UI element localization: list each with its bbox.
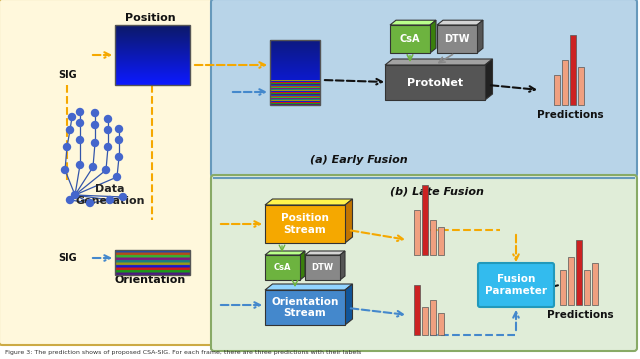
Polygon shape bbox=[300, 251, 305, 280]
Circle shape bbox=[61, 167, 68, 173]
Circle shape bbox=[77, 120, 83, 126]
Circle shape bbox=[77, 162, 83, 168]
Polygon shape bbox=[437, 25, 477, 53]
Bar bbox=[562, 60, 568, 105]
Polygon shape bbox=[265, 251, 305, 255]
Bar bbox=[560, 270, 566, 305]
Text: Predictions: Predictions bbox=[537, 110, 604, 120]
Polygon shape bbox=[390, 20, 436, 25]
Circle shape bbox=[92, 140, 99, 146]
Circle shape bbox=[104, 116, 111, 122]
Text: Data
Generation: Data Generation bbox=[76, 184, 145, 206]
Bar bbox=[570, 35, 576, 105]
Polygon shape bbox=[265, 255, 300, 280]
Text: CsA: CsA bbox=[400, 34, 420, 44]
Circle shape bbox=[92, 121, 99, 129]
Bar bbox=[576, 240, 582, 305]
Polygon shape bbox=[477, 20, 483, 53]
Circle shape bbox=[86, 200, 93, 206]
Text: CsA: CsA bbox=[274, 263, 291, 272]
Circle shape bbox=[106, 196, 113, 204]
Circle shape bbox=[77, 136, 83, 144]
Polygon shape bbox=[485, 59, 493, 100]
Circle shape bbox=[102, 167, 109, 173]
Circle shape bbox=[68, 113, 76, 121]
Circle shape bbox=[92, 109, 99, 117]
Circle shape bbox=[67, 196, 74, 204]
Polygon shape bbox=[305, 251, 345, 255]
Polygon shape bbox=[265, 284, 353, 290]
Bar bbox=[584, 270, 590, 305]
Polygon shape bbox=[345, 199, 353, 243]
FancyBboxPatch shape bbox=[211, 175, 637, 351]
Bar bbox=[578, 67, 584, 105]
Bar bbox=[115, 250, 190, 275]
Bar bbox=[568, 257, 574, 305]
Text: SIG: SIG bbox=[59, 70, 77, 80]
Polygon shape bbox=[305, 255, 340, 280]
Polygon shape bbox=[345, 284, 353, 325]
Text: Position: Position bbox=[125, 13, 175, 23]
Text: Fusion
Parameter: Fusion Parameter bbox=[485, 274, 547, 296]
Text: DTW: DTW bbox=[312, 263, 333, 272]
Circle shape bbox=[77, 108, 83, 116]
Circle shape bbox=[72, 191, 79, 199]
FancyBboxPatch shape bbox=[211, 0, 637, 177]
Polygon shape bbox=[390, 25, 430, 53]
Circle shape bbox=[115, 126, 122, 132]
Circle shape bbox=[120, 194, 127, 200]
Bar bbox=[270, 40, 320, 105]
Polygon shape bbox=[437, 20, 483, 25]
Circle shape bbox=[113, 173, 120, 181]
Bar bbox=[414, 285, 420, 335]
Bar bbox=[592, 263, 598, 305]
Text: (a) Early Fusion: (a) Early Fusion bbox=[310, 155, 408, 165]
Circle shape bbox=[63, 144, 70, 150]
Circle shape bbox=[67, 126, 74, 134]
Bar bbox=[438, 313, 444, 335]
Bar bbox=[414, 210, 420, 255]
Circle shape bbox=[90, 163, 97, 171]
Polygon shape bbox=[265, 205, 345, 243]
Bar bbox=[430, 220, 436, 255]
Polygon shape bbox=[430, 20, 436, 53]
Polygon shape bbox=[265, 290, 345, 325]
Text: Orientation
Stream: Orientation Stream bbox=[271, 297, 339, 318]
Text: SIG: SIG bbox=[59, 253, 77, 263]
Text: ProtoNet: ProtoNet bbox=[407, 78, 463, 88]
Circle shape bbox=[115, 136, 122, 144]
Bar bbox=[554, 75, 560, 105]
Polygon shape bbox=[385, 65, 485, 100]
Text: (b) Late Fusion: (b) Late Fusion bbox=[390, 187, 484, 197]
Circle shape bbox=[115, 154, 122, 160]
Bar bbox=[438, 227, 444, 255]
Polygon shape bbox=[265, 199, 353, 205]
Bar bbox=[430, 300, 436, 335]
Text: Predictions: Predictions bbox=[547, 310, 613, 320]
Bar bbox=[115, 25, 190, 85]
Polygon shape bbox=[340, 251, 345, 280]
Bar bbox=[422, 185, 428, 255]
Polygon shape bbox=[385, 59, 493, 65]
Text: Position
Stream: Position Stream bbox=[281, 213, 329, 235]
Text: Orientation: Orientation bbox=[115, 275, 186, 285]
Circle shape bbox=[104, 144, 111, 150]
Text: Figure 3: The prediction shows of proposed CSA-SIG. For each frame, there are th: Figure 3: The prediction shows of propos… bbox=[5, 350, 361, 355]
FancyBboxPatch shape bbox=[478, 263, 554, 307]
Text: DTW: DTW bbox=[444, 34, 470, 44]
Bar bbox=[422, 307, 428, 335]
Circle shape bbox=[104, 126, 111, 134]
FancyBboxPatch shape bbox=[0, 0, 213, 345]
